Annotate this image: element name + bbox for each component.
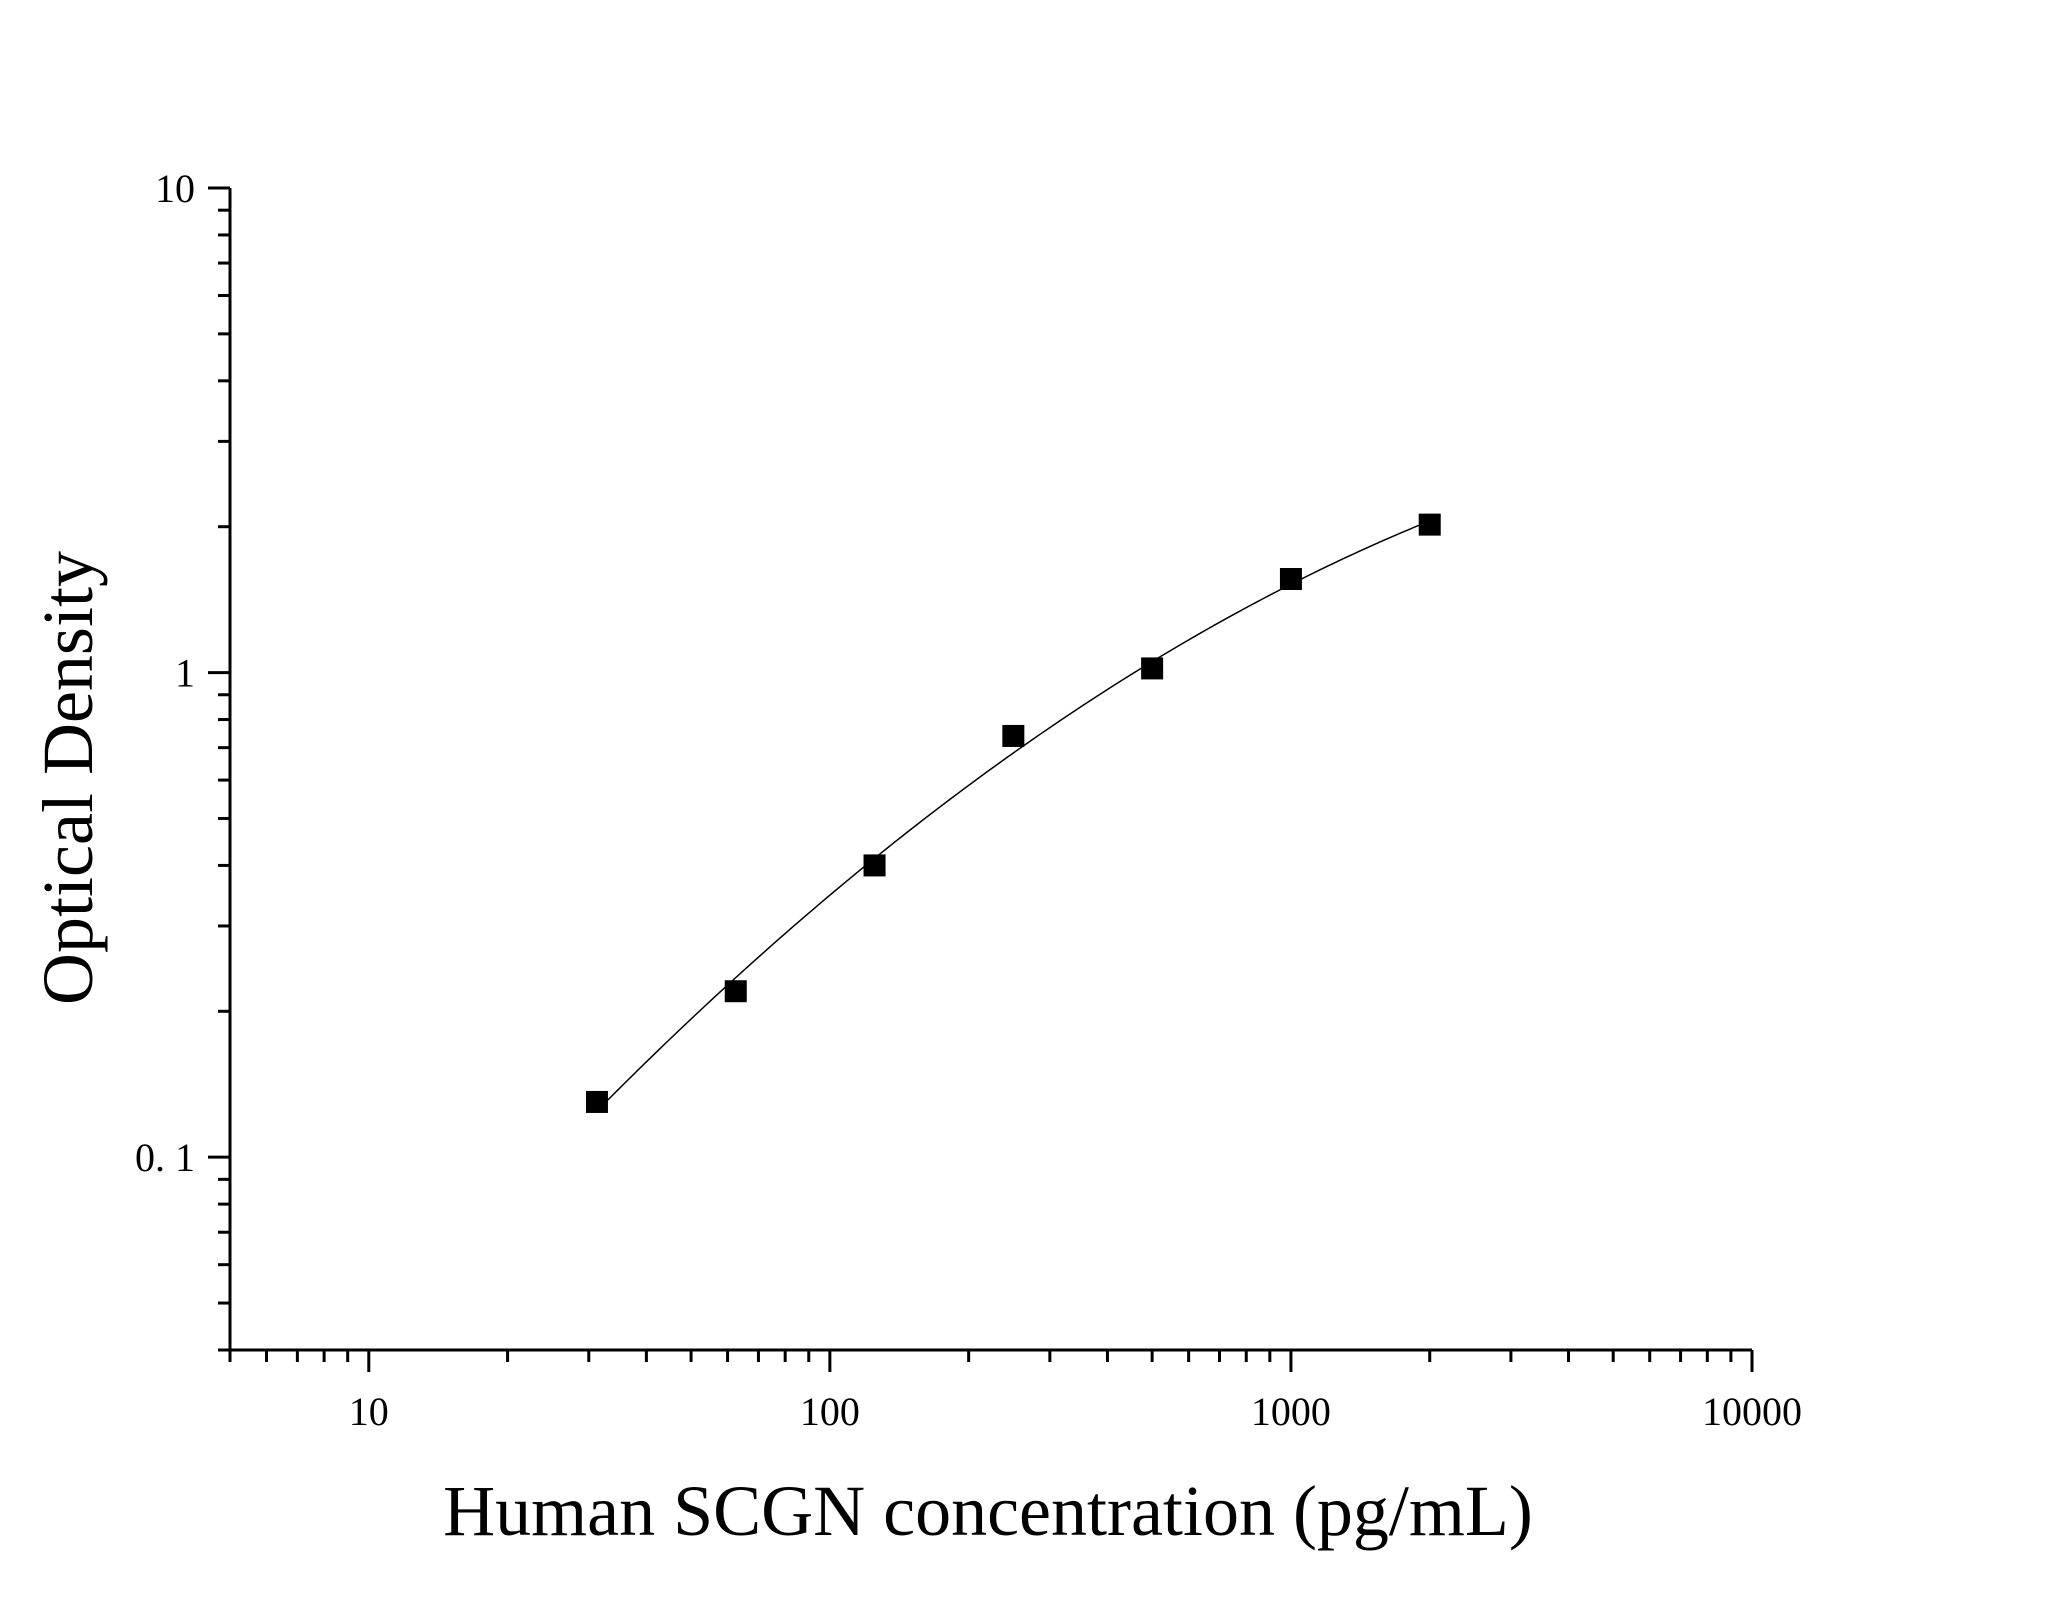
data-point <box>1002 724 1025 747</box>
x-tick-labels: 10 100 1000 10000 <box>349 1389 1802 1434</box>
data-point <box>1279 567 1302 590</box>
x-tick-label: 100 <box>800 1389 860 1434</box>
x-tick-label: 10000 <box>1702 1389 1802 1434</box>
x-tick-label: 1000 <box>1251 1389 1331 1434</box>
y-tick-label: 1 <box>175 651 195 696</box>
data-point <box>1141 657 1164 680</box>
axes: 0. 1 1 10 10 100 1000 10000 <box>135 166 1802 1434</box>
y-tick-label: 0. 1 <box>135 1135 195 1180</box>
y-ticks <box>208 186 230 1352</box>
fit-curve <box>596 520 1431 1112</box>
data-point <box>724 980 747 1003</box>
y-tick-labels: 0. 1 1 10 <box>135 166 195 1180</box>
data-point <box>1418 513 1441 536</box>
y-tick-label: 10 <box>155 166 195 211</box>
x-tick-label: 10 <box>349 1389 389 1434</box>
x-axis-title: Human SCGN concentration (pg/mL) <box>443 1471 1533 1551</box>
data-points <box>585 513 1441 1113</box>
data-point <box>863 854 886 877</box>
x-ticks <box>228 1350 1754 1372</box>
y-axis-title: Optical Density <box>28 551 108 1005</box>
data-point <box>585 1090 608 1113</box>
